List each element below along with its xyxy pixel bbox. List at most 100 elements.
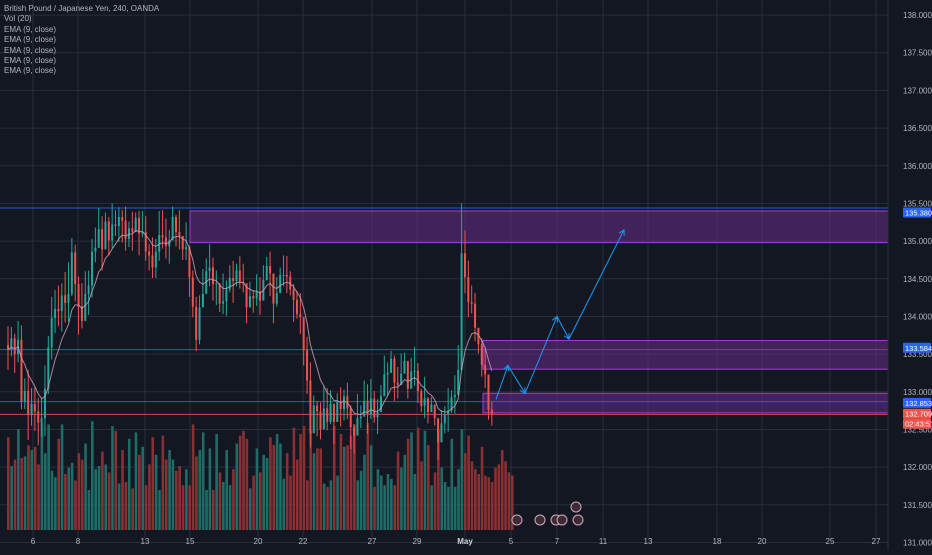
volume-bar: [329, 480, 333, 530]
candle-body: [235, 270, 238, 282]
candle-body: [114, 224, 117, 227]
candle-body: [47, 347, 50, 389]
volume-bar: [430, 485, 433, 530]
candle-body: [255, 291, 258, 299]
volume-bar: [400, 467, 403, 530]
candle-body: [144, 232, 147, 252]
candle-body: [265, 265, 268, 281]
candle-body: [480, 344, 483, 365]
candle-body: [343, 396, 345, 410]
volume-bar: [188, 485, 192, 530]
volume-bar: [406, 438, 410, 530]
candle-body: [373, 398, 376, 418]
event-marker-icon[interactable]: [572, 514, 584, 526]
price-badge-label: 135.380: [905, 208, 932, 217]
candle-body: [376, 412, 379, 418]
x-tick-label: 27: [368, 537, 377, 546]
candle-body: [269, 265, 272, 274]
candle-body: [50, 317, 53, 348]
candle-body: [359, 416, 362, 419]
candle-body: [420, 391, 423, 407]
y-tick-label: 134.000: [903, 312, 932, 321]
volume-bar: [269, 437, 272, 530]
volume-bar: [474, 469, 477, 530]
volume-bar: [158, 490, 161, 530]
candle-body: [124, 220, 127, 239]
volume-bar: [181, 485, 185, 530]
volume-bar: [322, 483, 326, 530]
candle-body: [10, 338, 13, 350]
lower-zone[interactable]: [482, 392, 889, 414]
price-badge: [903, 418, 931, 429]
candle-body: [158, 235, 161, 252]
candle-body: [101, 229, 104, 250]
volume-bar: [242, 430, 245, 530]
candle-body: [30, 403, 33, 415]
volume-bar: [373, 486, 376, 530]
volume-bar: [433, 472, 437, 530]
candle-body: [127, 228, 130, 239]
candle-body: [319, 411, 322, 430]
candle-body: [326, 408, 329, 422]
x-tick-label: 7: [555, 537, 560, 546]
volume-bar: [302, 426, 306, 530]
candle-body: [339, 401, 342, 410]
candle-body: [141, 232, 144, 234]
x-tick-label: 11: [599, 537, 608, 546]
candle-body: [67, 293, 70, 303]
volume-bar: [54, 477, 57, 530]
volume-bar: [279, 443, 282, 530]
volume-bar: [467, 435, 470, 530]
volume-bar: [390, 478, 393, 530]
volume-bar: [359, 470, 363, 530]
event-marker-icon[interactable]: [570, 501, 582, 513]
volume-bar: [134, 432, 138, 530]
candle-body: [161, 235, 164, 238]
volume-bar: [141, 446, 144, 530]
indicator-ema-5[interactable]: EMA (9, close): [4, 66, 57, 76]
volume-bar: [363, 454, 366, 530]
volume-bar: [84, 443, 87, 530]
volume-bar: [312, 453, 316, 530]
candle-body: [487, 374, 490, 410]
indicator-ema-2[interactable]: EMA (9, close): [4, 35, 57, 45]
volume-bar: [319, 448, 323, 530]
volume-bar: [487, 477, 491, 530]
y-tick-label: 135.500: [903, 199, 932, 208]
volume-bar: [211, 490, 215, 530]
indicator-ema-3[interactable]: EMA (9, close): [4, 45, 57, 55]
projection-arrowhead: [503, 364, 510, 372]
volume-bar: [511, 475, 514, 530]
projection-path[interactable]: [495, 229, 625, 400]
event-marker-icon[interactable]: [511, 514, 523, 526]
volume-bar: [265, 458, 269, 530]
volume-bar: [208, 448, 212, 530]
resistance-zone[interactable]: [189, 210, 889, 244]
volume-bar: [416, 427, 420, 530]
support-zone[interactable]: [482, 340, 889, 370]
event-marker-icon[interactable]: [534, 514, 546, 526]
volume-bar: [500, 450, 504, 530]
volume-bar: [107, 472, 111, 530]
volume-bar: [346, 445, 349, 530]
candle-body: [154, 251, 157, 268]
volume-bar: [43, 453, 47, 530]
symbol-title[interactable]: British Pound / Japanese Yen, 240, OANDA: [4, 4, 160, 13]
volume-bar: [87, 490, 91, 530]
indicator-volume[interactable]: Vol (20): [4, 14, 32, 24]
volume-bar: [131, 488, 134, 530]
indicator-ema-4[interactable]: EMA (9, close): [4, 56, 57, 66]
projection-arrowhead: [519, 387, 526, 395]
candle-body: [23, 391, 26, 402]
volume-bar: [104, 464, 108, 530]
volume-bar: [50, 470, 54, 530]
candle-body: [238, 270, 241, 282]
price-badge: [903, 397, 931, 408]
candle-body: [474, 303, 477, 328]
event-marker-icon[interactable]: [556, 514, 568, 526]
volume-bar: [497, 464, 501, 530]
candle-body: [386, 372, 389, 375]
indicator-ema-1[interactable]: EMA (9, close): [4, 24, 57, 34]
